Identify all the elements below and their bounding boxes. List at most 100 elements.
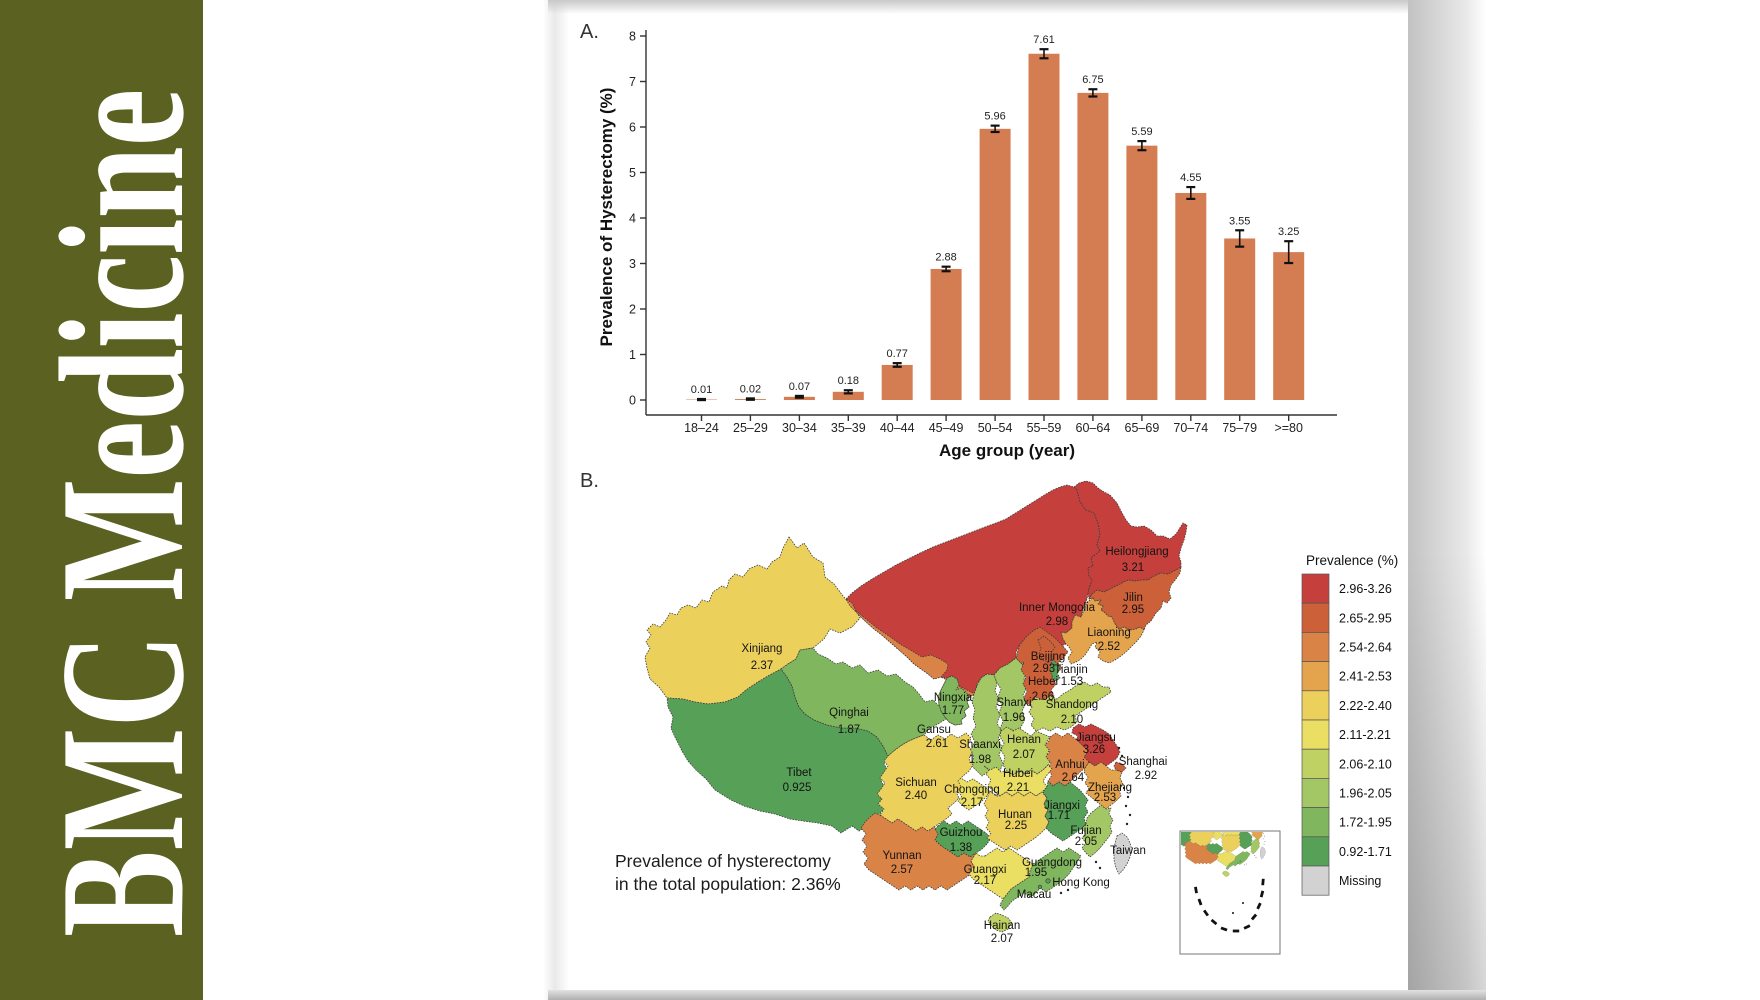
svg-text:2: 2 [629, 302, 636, 316]
svg-text:Guangxi: Guangxi [964, 864, 1007, 876]
svg-text:60–64: 60–64 [1076, 421, 1111, 435]
svg-text:Tibet: Tibet [786, 767, 812, 779]
svg-text:2.57: 2.57 [891, 864, 913, 876]
svg-text:2.52: 2.52 [1098, 641, 1120, 653]
svg-text:1.77: 1.77 [942, 705, 964, 717]
svg-text:Shanxi: Shanxi [996, 697, 1031, 709]
svg-text:Guizhou: Guizhou [940, 827, 983, 839]
svg-text:2.07: 2.07 [991, 933, 1013, 945]
svg-text:Hunan: Hunan [998, 809, 1032, 821]
svg-text:2.07: 2.07 [1013, 749, 1035, 761]
svg-text:1.95: 1.95 [1025, 867, 1047, 879]
svg-text:2.96-3.26: 2.96-3.26 [1339, 582, 1392, 596]
svg-text:Missing: Missing [1339, 874, 1381, 888]
svg-text:2.25: 2.25 [1005, 820, 1027, 832]
svg-text:0.02: 0.02 [740, 383, 761, 395]
svg-text:0.18: 0.18 [838, 375, 859, 387]
svg-text:25–29: 25–29 [733, 421, 768, 435]
svg-text:2.17: 2.17 [974, 875, 996, 887]
svg-text:2.61: 2.61 [926, 738, 948, 750]
svg-text:4: 4 [629, 211, 636, 225]
svg-text:Hubei: Hubei [1003, 768, 1033, 780]
svg-text:Shaanxi: Shaanxi [959, 739, 1001, 751]
svg-text:50–54: 50–54 [978, 421, 1013, 435]
svg-text:2.65-2.95: 2.65-2.95 [1339, 611, 1392, 625]
svg-text:2.22-2.40: 2.22-2.40 [1339, 699, 1392, 713]
svg-text:1.53: 1.53 [1061, 676, 1083, 688]
svg-text:3.21: 3.21 [1122, 562, 1144, 574]
svg-text:Xinjiang: Xinjiang [742, 643, 783, 655]
svg-text:7.61: 7.61 [1033, 34, 1054, 46]
svg-text:2.17: 2.17 [961, 797, 983, 809]
svg-text:1: 1 [629, 348, 636, 362]
svg-text:2.95: 2.95 [1122, 604, 1144, 616]
svg-text:3.55: 3.55 [1229, 215, 1250, 227]
svg-text:0.01: 0.01 [691, 384, 712, 396]
svg-text:0.07: 0.07 [789, 381, 810, 393]
svg-text:Prevalence (%): Prevalence (%) [1306, 553, 1398, 568]
svg-text:1.98: 1.98 [969, 754, 991, 766]
svg-text:5.96: 5.96 [984, 111, 1005, 123]
svg-text:0.925: 0.925 [783, 782, 812, 794]
svg-text:Prevalence of hysterectomy: Prevalence of hysterectomy [615, 851, 831, 871]
svg-text:0: 0 [629, 393, 636, 407]
svg-text:Shanghai: Shanghai [1119, 756, 1168, 768]
svg-text:Macau: Macau [1017, 889, 1052, 901]
svg-text:35–39: 35–39 [831, 421, 866, 435]
svg-text:Shandong: Shandong [1046, 699, 1098, 711]
svg-text:Hebei: Hebei [1028, 676, 1058, 688]
svg-text:>=80: >=80 [1274, 421, 1303, 435]
svg-text:2.92: 2.92 [1135, 770, 1157, 782]
svg-text:1.72-1.95: 1.72-1.95 [1339, 816, 1392, 830]
svg-text:6: 6 [629, 120, 636, 134]
svg-text:0.92-1.71: 0.92-1.71 [1339, 845, 1392, 859]
svg-text:2.53: 2.53 [1094, 792, 1116, 804]
svg-text:2.21: 2.21 [1007, 782, 1029, 794]
svg-text:2.66: 2.66 [1032, 691, 1054, 703]
svg-text:Sichuan: Sichuan [895, 777, 937, 789]
svg-text:Zhejiang: Zhejiang [1088, 782, 1132, 794]
svg-text:Qinghai: Qinghai [829, 707, 869, 719]
svg-text:2.37: 2.37 [751, 660, 773, 672]
svg-text:45–49: 45–49 [929, 421, 964, 435]
svg-text:2.88: 2.88 [935, 252, 956, 264]
svg-text:1.96-2.05: 1.96-2.05 [1339, 787, 1392, 801]
svg-text:4.55: 4.55 [1180, 172, 1201, 184]
svg-text:Chongqing: Chongqing [944, 784, 1000, 796]
svg-text:Liaoning: Liaoning [1087, 627, 1130, 639]
svg-text:Beijing: Beijing [1031, 651, 1066, 663]
svg-text:2.98: 2.98 [1046, 616, 1068, 628]
svg-text:Jilin: Jilin [1123, 592, 1143, 604]
svg-text:2.06-2.10: 2.06-2.10 [1339, 757, 1392, 771]
svg-text:Inner Mongolia: Inner Mongolia [1019, 602, 1096, 614]
svg-text:55–59: 55–59 [1027, 421, 1062, 435]
svg-text:5: 5 [629, 166, 636, 180]
svg-text:0.77: 0.77 [886, 348, 907, 360]
svg-text:1.38: 1.38 [950, 842, 972, 854]
svg-text:1.87: 1.87 [838, 724, 860, 736]
svg-text:3.26: 3.26 [1083, 744, 1105, 756]
svg-text:3: 3 [629, 257, 636, 271]
svg-text:40–44: 40–44 [880, 421, 915, 435]
svg-text:Age group (year): Age group (year) [939, 441, 1075, 460]
svg-text:Ningxia: Ningxia [934, 692, 973, 704]
svg-text:Prevalence of Hysterectomy (%): Prevalence of Hysterectomy (%) [597, 88, 616, 347]
svg-text:Henan: Henan [1007, 734, 1041, 746]
svg-text:30–34: 30–34 [782, 421, 817, 435]
svg-text:1.96: 1.96 [1003, 712, 1025, 724]
svg-text:Jiangxi: Jiangxi [1044, 800, 1080, 812]
svg-text:Taiwan: Taiwan [1110, 845, 1146, 857]
svg-text:70–74: 70–74 [1173, 421, 1208, 435]
svg-text:Hong Kong: Hong Kong [1052, 877, 1110, 889]
svg-text:75–79: 75–79 [1222, 421, 1257, 435]
svg-text:A.: A. [580, 21, 599, 43]
svg-text:3.25: 3.25 [1278, 226, 1299, 238]
svg-text:2.41-2.53: 2.41-2.53 [1339, 670, 1392, 684]
svg-text:Hainan: Hainan [984, 920, 1020, 932]
svg-text:18–24: 18–24 [684, 421, 719, 435]
svg-text:Anhui: Anhui [1055, 759, 1084, 771]
svg-text:65–69: 65–69 [1125, 421, 1160, 435]
svg-text:6.75: 6.75 [1082, 74, 1103, 86]
svg-text:5.59: 5.59 [1131, 126, 1152, 138]
svg-text:7: 7 [629, 75, 636, 89]
